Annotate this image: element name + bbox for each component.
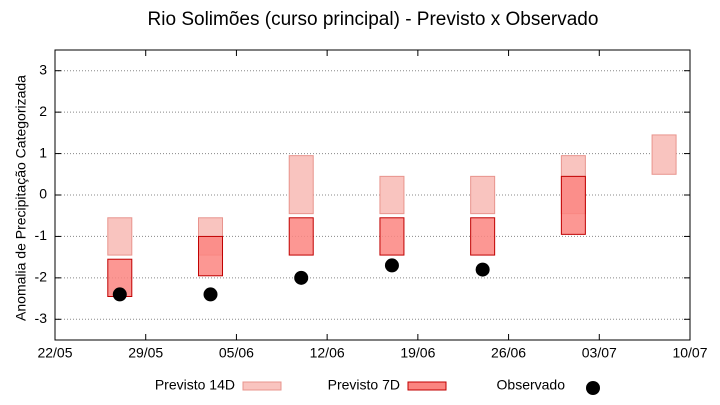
x-tick-label: 19/06	[400, 345, 435, 361]
legend-swatch	[242, 381, 282, 391]
x-tick-label: 22/05	[37, 345, 72, 361]
y-tick-label: -2	[35, 269, 48, 285]
y-tick-label: -3	[35, 310, 48, 326]
plot-frame	[54, 49, 691, 341]
observed-point	[475, 262, 490, 277]
x-tick-label: 10/07	[672, 345, 707, 361]
range-box	[379, 175, 405, 215]
x-tick-label: 12/06	[310, 345, 345, 361]
legend-swatch	[586, 381, 600, 395]
x-tick-label: 26/06	[491, 345, 526, 361]
observed-point	[203, 287, 218, 302]
y-axis-label: Anomalia de Precipitação Categorizada	[13, 75, 29, 321]
range-box	[288, 155, 314, 215]
y-tick-label: 0	[39, 186, 47, 202]
range-box	[560, 175, 586, 235]
chart-title: Rio Solimões (curso principal) - Previst…	[148, 9, 599, 30]
observed-point	[112, 287, 127, 302]
range-box	[107, 217, 133, 256]
y-tick-label: 3	[39, 61, 47, 77]
range-box	[470, 175, 496, 215]
range-box	[198, 235, 224, 277]
y-tick-label: -1	[35, 227, 48, 243]
x-tick-label: 29/05	[128, 345, 163, 361]
range-box	[379, 217, 405, 256]
x-tick-label: 05/06	[219, 345, 254, 361]
range-box	[288, 217, 314, 256]
observed-point	[384, 258, 399, 273]
x-tick-label: 03/07	[582, 345, 617, 361]
y-tick-label: 2	[39, 103, 47, 119]
legend-label: Previsto 7D	[328, 377, 400, 393]
legend-label: Previsto 14D	[155, 377, 235, 393]
observed-point	[294, 270, 309, 285]
range-box	[470, 217, 496, 256]
legend-label: Observado	[497, 377, 566, 393]
y-tick-label: 1	[39, 144, 47, 160]
range-box	[651, 134, 677, 175]
legend-swatch	[407, 381, 447, 391]
